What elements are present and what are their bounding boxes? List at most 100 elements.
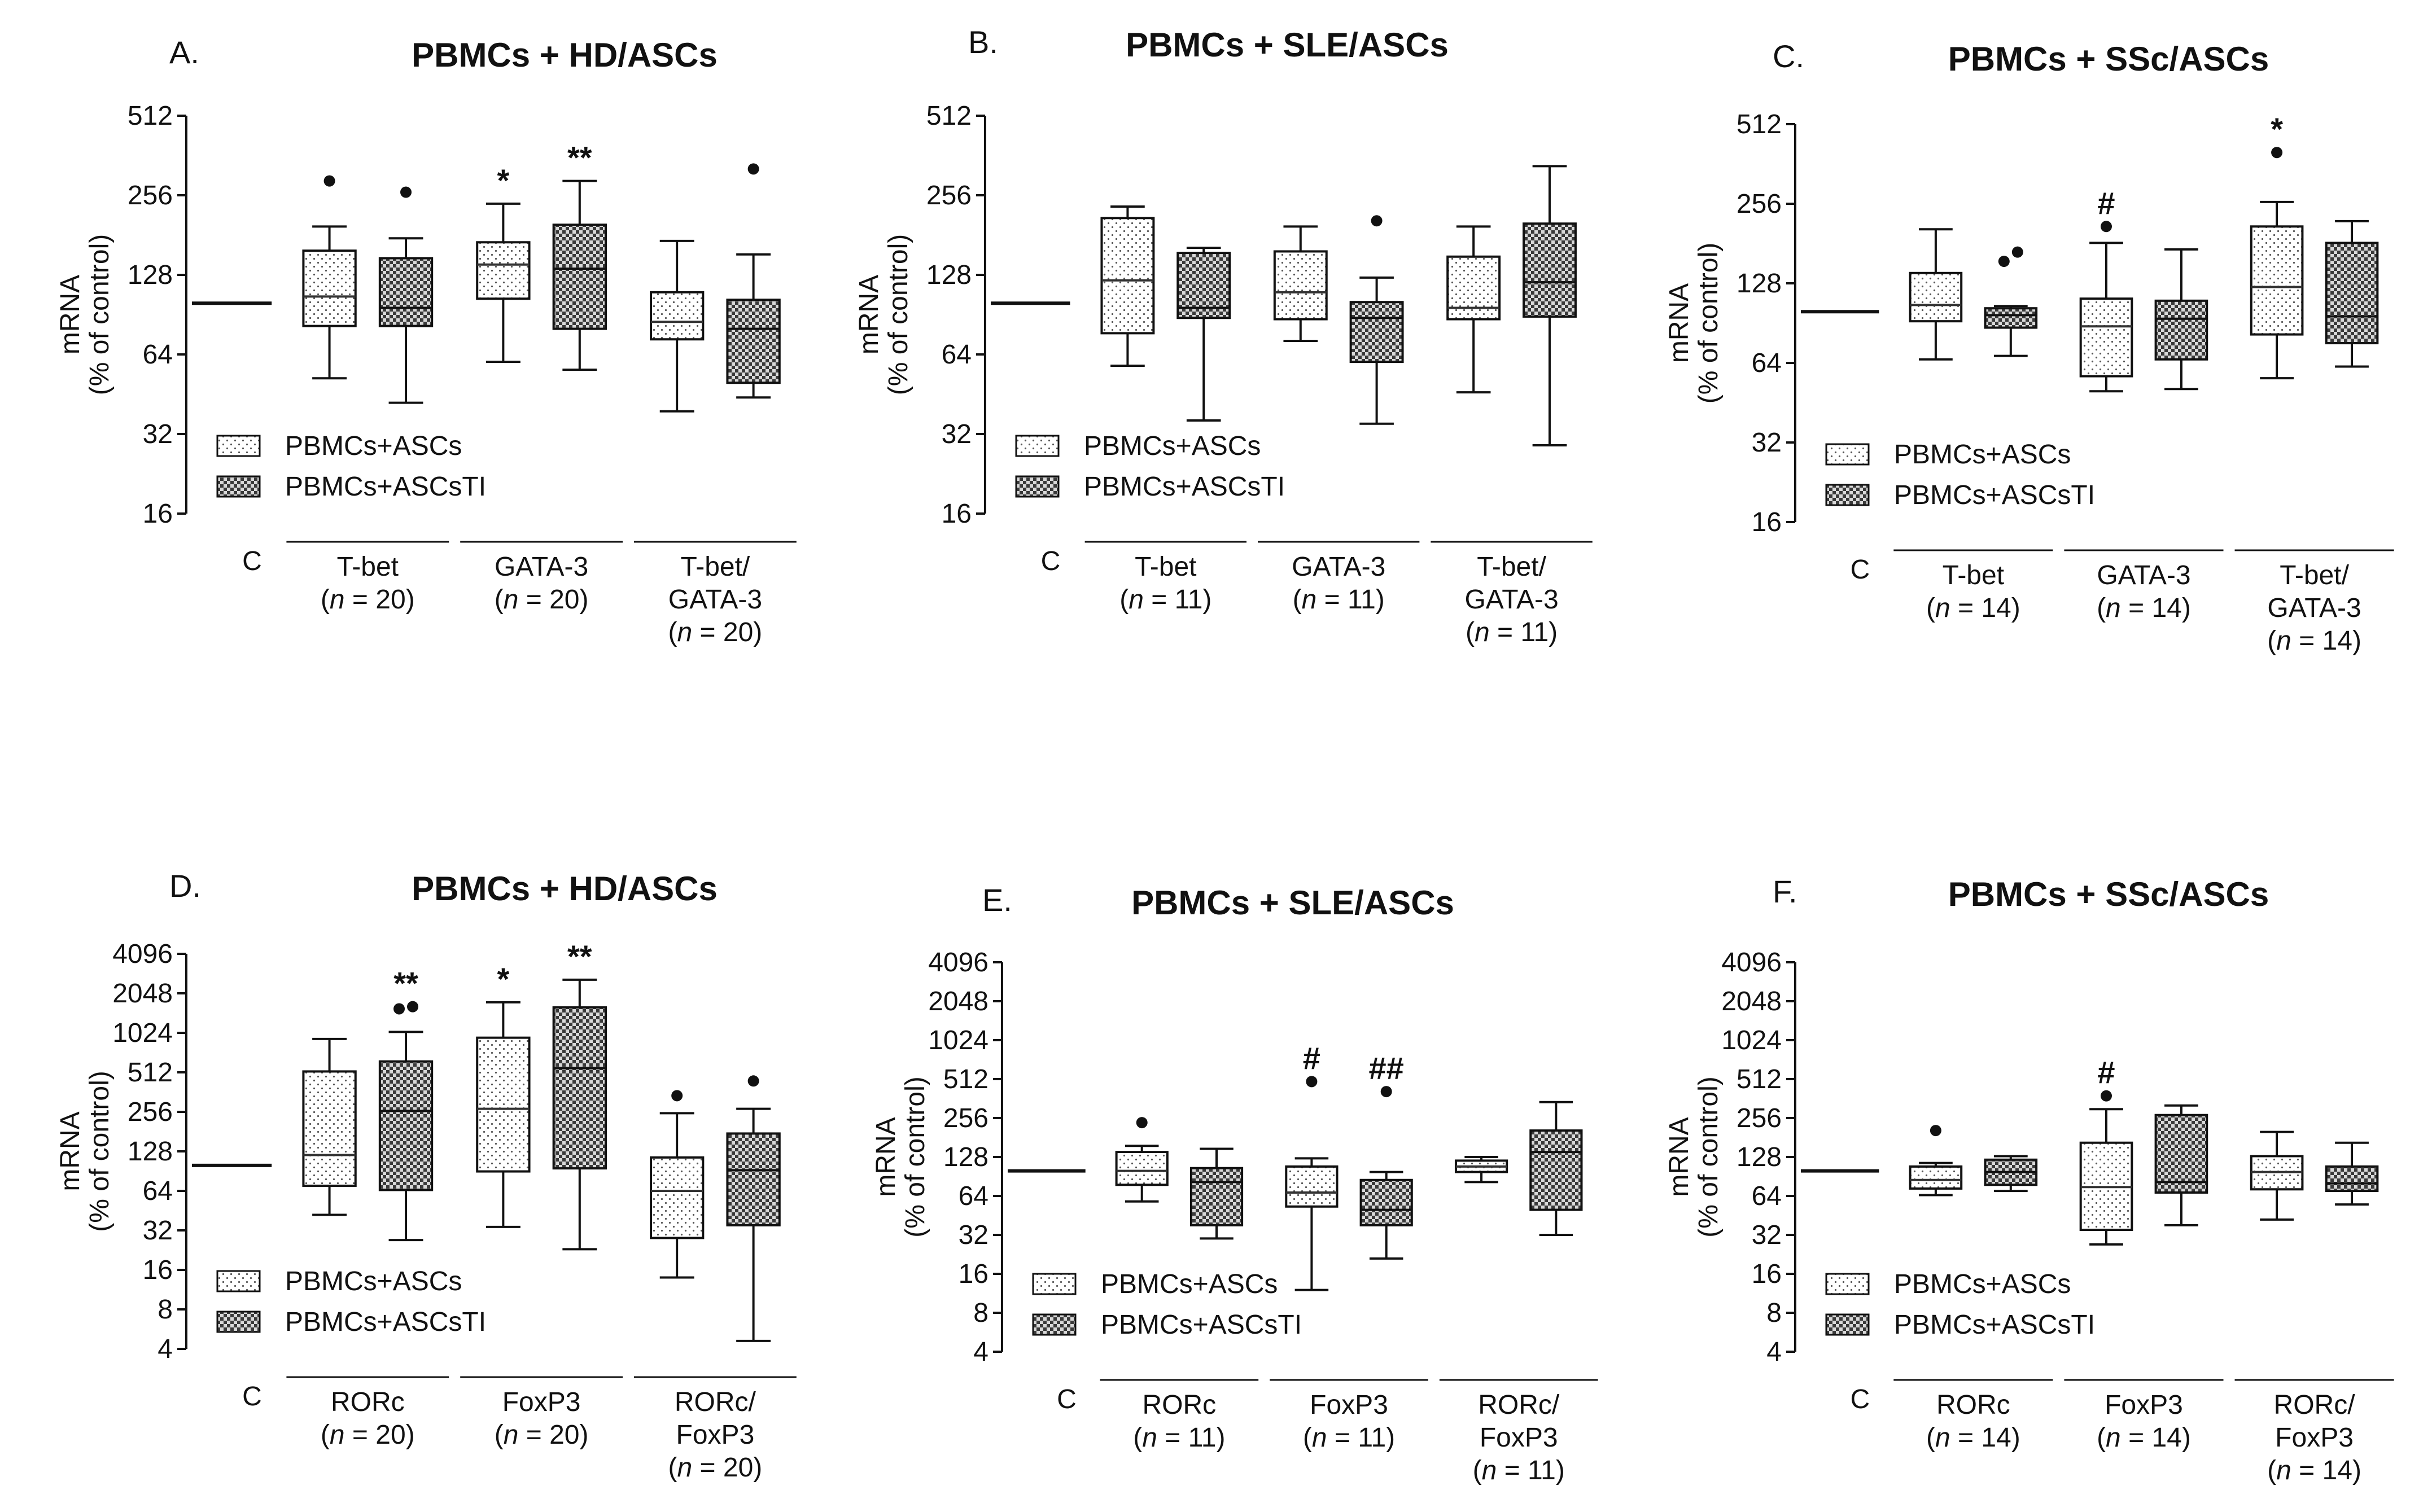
box-asc: * [2250, 111, 2304, 380]
box-iqr [552, 223, 607, 330]
group-label-line: RORc [1936, 1390, 2010, 1420]
box-asc [650, 1090, 705, 1279]
box-iqr [1359, 1178, 1413, 1226]
legend-swatch-asc-ti [1825, 484, 1870, 506]
legend-label: PBMCs+ASCsTI [1894, 1310, 2095, 1340]
panel-label: B. [968, 24, 998, 60]
y-tick-label: 8 [973, 1298, 989, 1328]
panel-label: E. [982, 882, 1012, 918]
legend-swatch-asc [1825, 1273, 1870, 1295]
box-iqr [1529, 1129, 1583, 1211]
legend-label: PBMCs+ASCs [285, 431, 462, 461]
y-tick-label: 16 [1752, 1259, 1782, 1289]
group-label-line: T-bet [337, 552, 399, 582]
legend: PBMCs+ASCs PBMCs+ASCsTI [1825, 1269, 2095, 1340]
legend-swatch-asc [216, 1270, 261, 1292]
box-iqr [2325, 242, 2379, 345]
box-asc: * [476, 163, 531, 363]
group-label-line: (n = 20) [495, 585, 589, 615]
box-iqr [650, 1156, 705, 1239]
legend-label: PBMCs+ASCs [1084, 431, 1261, 461]
box-iqr [378, 257, 434, 327]
box-iqr [2079, 297, 2133, 378]
y-tick-label: 1024 [112, 1018, 173, 1048]
outlier-point [393, 1003, 405, 1015]
box-iqr [476, 241, 531, 300]
group-label-line: RORc [331, 1387, 405, 1417]
box-asc: # [2079, 1055, 2133, 1246]
y-tick-label: 16 [143, 499, 173, 529]
y-tick-label: 2048 [928, 987, 989, 1016]
group-label-line: FoxP3 [2275, 1423, 2354, 1453]
y-axis-label: mRNA (% of control) [1664, 243, 1724, 404]
significance-marker: ** [567, 140, 592, 176]
group-label-line: GATA-3 [2097, 560, 2190, 590]
panel-label: A. [169, 34, 199, 70]
group-label-line: (n = 20) [495, 1420, 589, 1450]
y-axis-label-line: (% of control) [85, 1071, 115, 1231]
group-label-line: T-bet/ [2280, 560, 2349, 590]
legend-label: PBMCs+ASCsTI [285, 1307, 486, 1337]
box-asc-ti [1523, 165, 1577, 447]
box-asc [1446, 225, 1501, 394]
outlier-point [407, 1001, 419, 1013]
box-asc-ti [1984, 1155, 2038, 1193]
legend-swatch-asc [1825, 443, 1870, 466]
box-iqr [2325, 1165, 2379, 1193]
group-label-line: GATA-3 [1292, 552, 1385, 582]
y-tick-label: 512 [1737, 1064, 1782, 1094]
panel-label: C. [1773, 38, 1804, 74]
y-axis-label: mRNA (% of control) [55, 234, 115, 395]
panel-title: PBMCs + SLE/ASCs [1126, 26, 1449, 64]
legend-swatch-asc [1032, 1273, 1077, 1295]
y-tick-label: 512 [128, 1058, 173, 1088]
control-label: C [242, 1382, 262, 1412]
box-asc-ti: ** [552, 140, 607, 371]
box-asc [2250, 1130, 2304, 1221]
box-asc [1115, 1117, 1169, 1203]
group-label-line: (n = 11) [1466, 617, 1558, 647]
y-tick-label: 128 [1737, 269, 1782, 299]
box-asc [1454, 1156, 1508, 1184]
y-axis-label-line: mRNA [871, 1117, 901, 1197]
y-tick-label: 16 [1752, 507, 1782, 537]
legend: PBMCs+ASCs PBMCs+ASCsTI [1032, 1269, 1302, 1340]
control-label: C [1850, 555, 1870, 585]
legend-label: PBMCs+ASCs [285, 1266, 462, 1296]
y-axis-label-line: (% of control) [1694, 1076, 1724, 1237]
box-asc-ti [2325, 220, 2379, 368]
box-iqr [302, 1070, 357, 1187]
y-axis-label-line: mRNA [854, 275, 884, 354]
y-axis-label-line: mRNA [55, 1111, 85, 1191]
box-iqr [2250, 225, 2304, 336]
box-iqr [1115, 1151, 1169, 1186]
group-label-line: T-bet/ [681, 552, 750, 582]
legend-swatch-asc-ti [1015, 475, 1060, 498]
panel-title: PBMCs + SLE/ASCs [1131, 884, 1454, 922]
y-tick-label: 256 [1737, 1103, 1782, 1133]
significance-marker: # [2097, 185, 2115, 221]
control-label: C [242, 546, 262, 576]
group-label-line: T-bet/ [1477, 552, 1546, 582]
box-iqr [1984, 307, 2038, 329]
group-label-line: (n = 20) [668, 1453, 763, 1483]
box-asc-ti [1529, 1101, 1583, 1236]
y-tick-label: 128 [943, 1142, 989, 1172]
y-axis-label: mRNA (% of control) [871, 1076, 930, 1237]
group-label-line: (n = 14) [2097, 1423, 2191, 1453]
box-iqr [302, 249, 357, 327]
outlier-point [2100, 1090, 2112, 1102]
group-label-line: RORc/ [675, 1387, 756, 1417]
outlier-point [1371, 215, 1383, 227]
outlier-point [747, 163, 759, 175]
legend-swatch-asc-ti [216, 475, 261, 498]
y-axis-label-line: mRNA [1664, 283, 1694, 363]
y-tick-label: 1024 [1721, 1025, 1782, 1055]
y-tick-label: 128 [926, 260, 972, 290]
box-asc [302, 1037, 357, 1216]
group-label-line: (n = 20) [321, 1420, 415, 1450]
y-tick-label: 8 [158, 1295, 173, 1325]
box-asc: # [1285, 1040, 1339, 1291]
box-iqr [1909, 271, 1963, 323]
panel-label: F. [1773, 874, 1797, 909]
